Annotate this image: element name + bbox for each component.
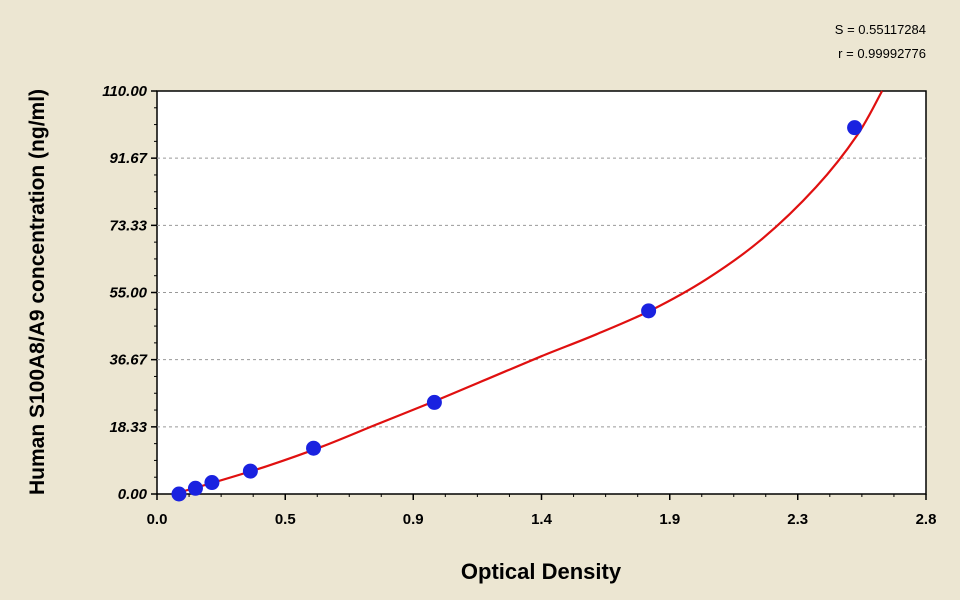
fit-curve-layer [173, 90, 884, 496]
stat-s-value: 0.55117284 [858, 22, 926, 37]
y-axis-label: Human S100A8/A9 concentration (ng/ml) [26, 89, 49, 495]
grid [157, 157, 926, 428]
x-tick-label: 2.3 [787, 511, 808, 528]
y-tick-label: 0.00 [118, 486, 148, 503]
stat-s-label: S [834, 22, 844, 37]
data-point [187, 480, 203, 496]
x-tick-label: 2.8 [916, 511, 937, 528]
data-point [204, 475, 220, 491]
data-point [426, 394, 442, 410]
data-points [171, 120, 863, 502]
stat-r-value: 0.99992776 [857, 46, 926, 61]
data-point [641, 303, 657, 319]
data-point [242, 463, 258, 479]
ticks: 0.00 18.33 36.67 55.00 73.33 91.67 110.00 0.0 0.… [102, 83, 936, 528]
stat-s-equals: = [847, 22, 855, 37]
x-tick-label: 1.9 [659, 511, 680, 528]
x-tick-label: 0.5 [275, 511, 296, 528]
y-tick-label: 55.00 [109, 285, 147, 302]
x-tick-label: 0.0 [147, 511, 168, 528]
stat-r-equals: = [846, 46, 854, 61]
y-tick-label: 18.33 [109, 419, 147, 436]
x-tick-label: 0.9 [403, 511, 424, 528]
stat-r: r = 0.99992776 [838, 46, 926, 61]
data-point [171, 486, 187, 502]
x-tick-label: 1.4 [531, 511, 553, 528]
fit-curve [173, 90, 884, 496]
data-point [306, 440, 322, 456]
y-tick-label: 36.67 [109, 352, 147, 369]
y-tick-label: 110.00 [102, 83, 147, 100]
data-point [847, 120, 863, 136]
stat-s: S = 0.55117284 [835, 22, 926, 37]
y-tick-label: 73.33 [109, 217, 147, 234]
stat-r-label: r [838, 46, 843, 61]
x-axis-label: Optical Density [461, 559, 622, 584]
y-tick-label: 91.67 [109, 150, 147, 167]
